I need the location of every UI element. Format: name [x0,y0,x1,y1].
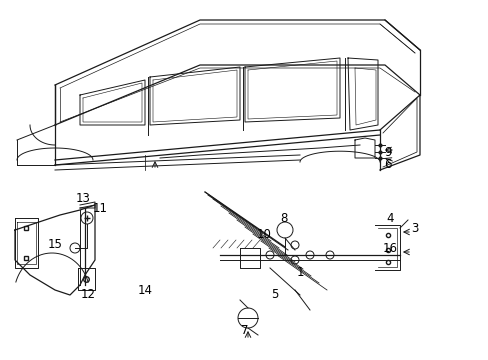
Text: 13: 13 [76,192,90,204]
Text: 15: 15 [47,238,62,252]
Text: 16: 16 [382,242,397,255]
Text: 4: 4 [386,211,393,225]
Text: 6: 6 [384,158,391,171]
Text: 1: 1 [296,266,303,279]
Text: 10: 10 [256,229,271,242]
Text: 11: 11 [92,202,107,215]
Text: 9: 9 [384,145,391,158]
Text: 7: 7 [241,324,248,337]
Text: 8: 8 [280,211,287,225]
Text: 3: 3 [410,221,418,234]
Text: 12: 12 [81,288,95,302]
Text: 5: 5 [271,288,278,302]
Text: 14: 14 [137,284,152,297]
